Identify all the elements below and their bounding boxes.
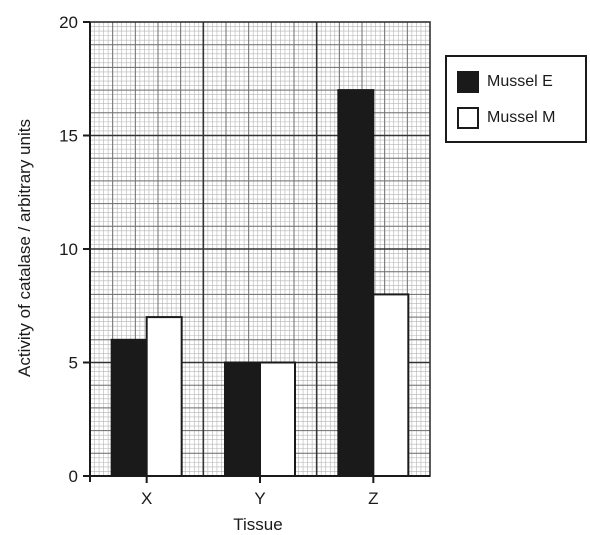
- y-tick-label: 15: [59, 127, 78, 146]
- bar-x-mussel-m: [145, 316, 183, 477]
- x-tick-label: X: [141, 489, 152, 508]
- bar-z-mussel-e: [337, 89, 375, 477]
- legend-swatch-mussel-e: [457, 71, 479, 93]
- y-tick-label: 5: [69, 354, 78, 373]
- bar-y-mussel-e: [224, 361, 261, 477]
- x-tick-label: Z: [368, 489, 378, 508]
- bar-x-mussel-e: [110, 338, 148, 477]
- legend-label-mussel-m: Mussel M: [487, 109, 556, 126]
- y-tick-label: 0: [69, 467, 78, 486]
- legend-swatch-mussel-m: [457, 107, 479, 129]
- x-axis-label: Tissue: [233, 515, 282, 534]
- bars-group: [110, 89, 410, 477]
- legend-label-mussel-e: Mussel E: [487, 73, 553, 90]
- legend-item-mussel-m: Mussel M: [457, 105, 555, 131]
- x-tick-label: Y: [254, 489, 265, 508]
- bar-z-mussel-m: [372, 293, 410, 477]
- y-ticks: 0 5 10 15 20: [59, 13, 90, 486]
- x-ticks: X Y Z: [141, 476, 379, 508]
- y-tick-label: 20: [59, 13, 78, 32]
- legend-item-mussel-e: Mussel E: [457, 69, 553, 95]
- legend: Mussel E Mussel M: [445, 55, 587, 143]
- y-axis-label: Activity of catalase / arbitrary units: [15, 119, 34, 377]
- bar-y-mussel-m: [259, 361, 296, 477]
- y-tick-label: 10: [59, 240, 78, 259]
